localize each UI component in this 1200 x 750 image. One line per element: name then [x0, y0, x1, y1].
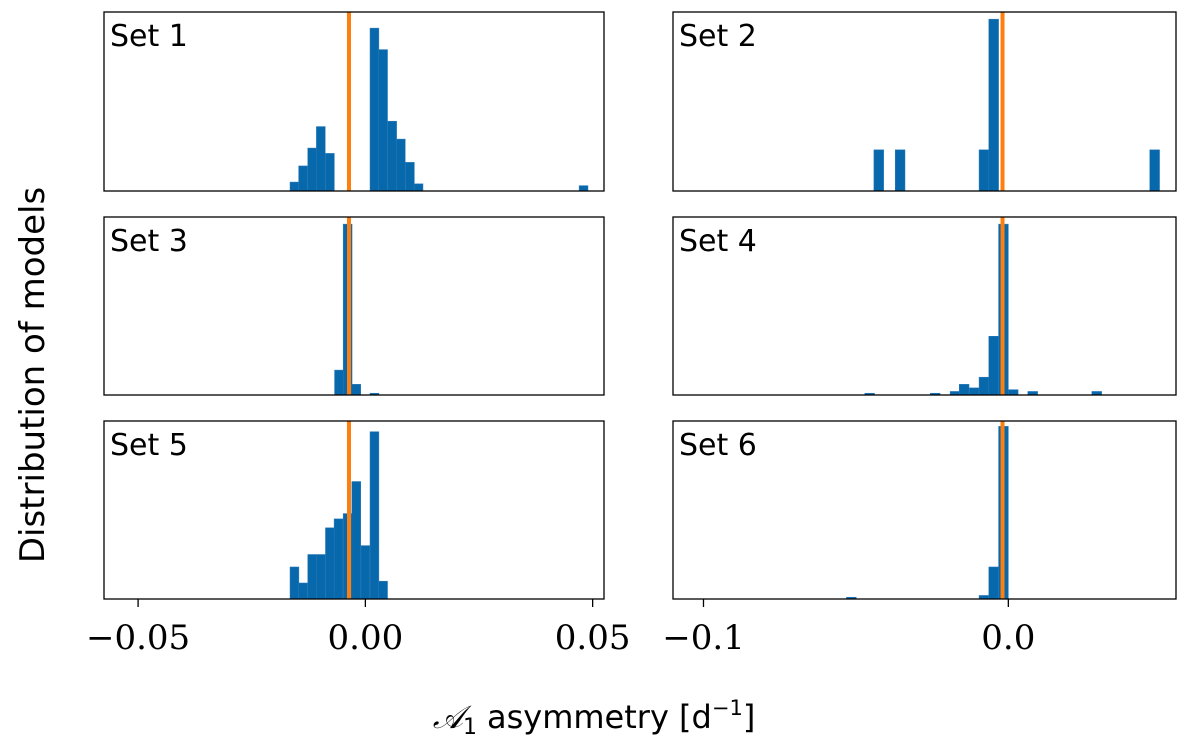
set-label: Set 1 — [110, 19, 188, 54]
histogram-bar — [369, 431, 380, 600]
plot-area — [104, 12, 604, 191]
x-tick-label: −0.1 — [662, 618, 745, 658]
x-axis-label-close: ] — [743, 698, 755, 736]
histogram-bar — [969, 387, 980, 396]
histogram-bar — [289, 181, 300, 192]
histogram-bar — [298, 165, 308, 192]
histogram-bar — [289, 566, 300, 600]
histogram-bar — [325, 153, 335, 192]
axes-frame — [103, 216, 605, 396]
histogram-bar — [378, 49, 388, 192]
histogram-bar — [1008, 389, 1019, 396]
panel-set-3: Set 3 — [103, 216, 605, 396]
histogram-bar — [873, 149, 884, 192]
histogram-bar — [387, 120, 397, 192]
set-label: Set 5 — [110, 428, 188, 463]
axes-frame — [103, 11, 605, 192]
histogram-bar — [959, 384, 970, 396]
histogram-bar — [307, 554, 317, 600]
axes-frame — [672, 11, 1177, 192]
histogram-bar — [334, 369, 344, 396]
panel-set-5: Set 5 −0.05 0.00 0.05 — [86, 420, 631, 658]
panel-set-4: Set 4 — [672, 216, 1177, 396]
set-label: Set 4 — [679, 224, 757, 259]
panel-set-6: Set 6 −0.1 0.0 — [662, 420, 1177, 658]
histogram-bar — [578, 185, 589, 192]
histogram-bar — [316, 554, 326, 600]
x-axis-label-superscript: −1 — [712, 696, 743, 720]
x-tick-label: 0.0 — [981, 618, 1035, 658]
histogram-bar — [360, 545, 371, 600]
set-label: Set 3 — [110, 224, 188, 259]
plot-area — [104, 217, 604, 395]
histogram-bar — [351, 481, 361, 600]
plot-area — [673, 421, 1176, 599]
histogram-bar — [351, 384, 361, 396]
plot-area — [673, 217, 1176, 395]
panel-set-1: Set 1 — [103, 11, 605, 192]
histogram-bar — [396, 138, 406, 192]
y-axis-label: Distribution of models — [13, 187, 53, 563]
histogram-bar — [405, 162, 415, 192]
histogram-bar — [1149, 149, 1160, 192]
set-label: Set 6 — [679, 428, 757, 463]
axes-frame — [103, 420, 605, 600]
x-axis-label-text: asymmetry [d — [487, 698, 712, 736]
plot-area — [673, 12, 1176, 191]
x-tick-label: 0.00 — [328, 618, 404, 658]
histogram-bar — [894, 149, 906, 192]
set-label: Set 2 — [679, 19, 757, 54]
axes-frame — [672, 420, 1177, 600]
x-axis-label: 𝒜1 asymmetry [d−1] — [433, 696, 756, 740]
histogram-bar — [307, 147, 317, 192]
histogram-bar — [988, 336, 999, 396]
axes-frame — [672, 216, 1177, 396]
histogram-bar — [978, 376, 990, 396]
panel-set-2: Set 2 — [672, 11, 1177, 192]
histogram-bar — [988, 566, 999, 600]
histogram-bar — [333, 518, 344, 600]
x-axis-label-subscript: 1 — [463, 715, 477, 740]
histogram-bar — [378, 580, 388, 600]
x-tick-label: −0.05 — [86, 618, 190, 658]
histogram-bar — [316, 126, 326, 192]
histogram-bar — [325, 527, 335, 600]
histogram-bar — [298, 582, 308, 600]
histogram-bar — [978, 149, 990, 192]
histogram-bar — [988, 18, 999, 192]
histogram-bar — [413, 183, 424, 192]
x-tick-label: 0.05 — [555, 618, 631, 658]
histogram-bar — [369, 27, 380, 192]
